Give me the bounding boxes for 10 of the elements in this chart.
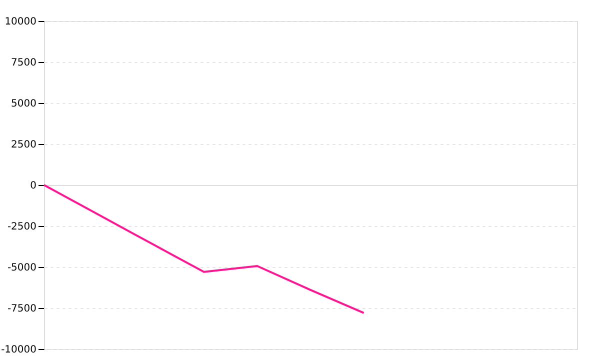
y-tick-label: -10000 [1, 344, 36, 356]
y-tick-label: 0 [30, 180, 36, 192]
line-series [43, 184, 365, 314]
y-tick-label: 10000 [4, 16, 36, 28]
y-tick-label: -2500 [7, 222, 36, 232]
y-tick-label: 2500 [11, 140, 36, 150]
y-tick-label: -7500 [7, 304, 36, 314]
y-tick-label: -5000 [7, 262, 36, 274]
y-tick-label: 7500 [11, 58, 36, 68]
y-tick-label: 5000 [11, 98, 36, 110]
